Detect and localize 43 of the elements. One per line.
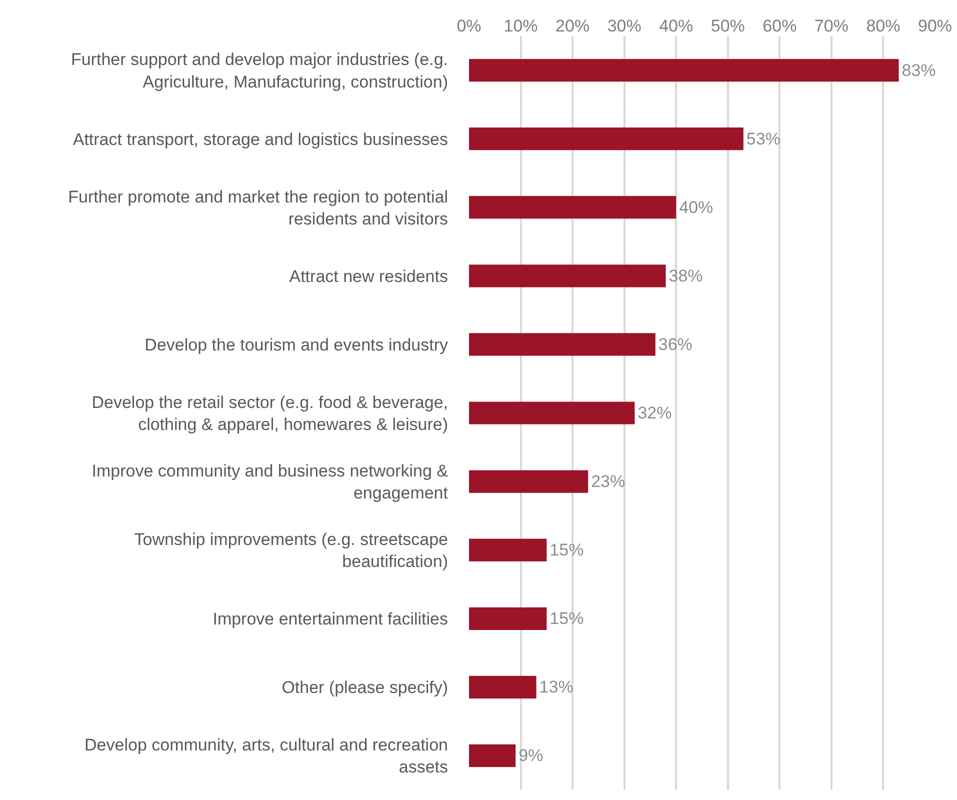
bar	[469, 744, 516, 768]
x-tick-label: 80%	[866, 16, 900, 36]
data-label: 9%	[518, 746, 544, 766]
x-tick-label: 0%	[456, 16, 482, 36]
y-tick-label: Further promote and market the region to potential residents and visitors	[68, 187, 448, 228]
y-tick-label: Attract new residents	[289, 266, 448, 286]
bar	[469, 607, 547, 630]
y-tick-label: Improve entertainment facilities	[212, 610, 448, 629]
data-label: 40%	[679, 198, 714, 217]
bar	[469, 264, 666, 288]
bar	[469, 538, 547, 562]
y-tick-label: Further support and develop major industries (e.g. Agriculture, Manufacturing, construction)	[70, 50, 448, 92]
data-label: 38%	[668, 266, 703, 286]
y-tick-label: Develop the tourism and events industry	[144, 335, 448, 354]
x-tick-label: 90%	[918, 16, 952, 36]
bar	[469, 196, 676, 219]
x-tick-label: 50%	[710, 16, 745, 36]
data-label: 23%	[591, 472, 626, 492]
bar	[469, 470, 588, 493]
x-tick-label: 30%	[607, 16, 642, 36]
y-tick-label: Improve community and business networking & engagement	[92, 461, 449, 503]
x-tick-label: 10%	[504, 16, 538, 36]
bar	[469, 676, 536, 698]
y-tick-label: Other (please specify)	[282, 678, 448, 698]
y-tick-label: Develop community, arts, cultural and recreation assets	[84, 736, 448, 777]
bar	[469, 333, 656, 356]
y-tick-label: Township improvements (e.g. streetscape beautification)	[134, 530, 448, 572]
x-tick-label: 20%	[556, 16, 590, 36]
bar	[469, 128, 744, 150]
data-label: 15%	[550, 540, 584, 560]
bar	[469, 402, 635, 424]
y-tick-label: Attract transport, storage and logistics businesses	[72, 130, 448, 149]
data-label: 53%	[746, 129, 780, 148]
data-label: 32%	[638, 404, 672, 422]
data-label: 83%	[902, 60, 936, 80]
bar	[469, 58, 899, 82]
x-tick-label: 70%	[814, 16, 848, 36]
y-tick-label: Develop the retail sector (e.g. food & beverage, clothing & apparel, homewares & leisure)	[92, 392, 448, 434]
data-label: 13%	[539, 678, 574, 697]
x-tick-label: 40%	[659, 16, 694, 36]
data-label: 15%	[550, 609, 584, 628]
x-tick-label: 60%	[762, 16, 797, 36]
data-label: 36%	[658, 334, 692, 354]
